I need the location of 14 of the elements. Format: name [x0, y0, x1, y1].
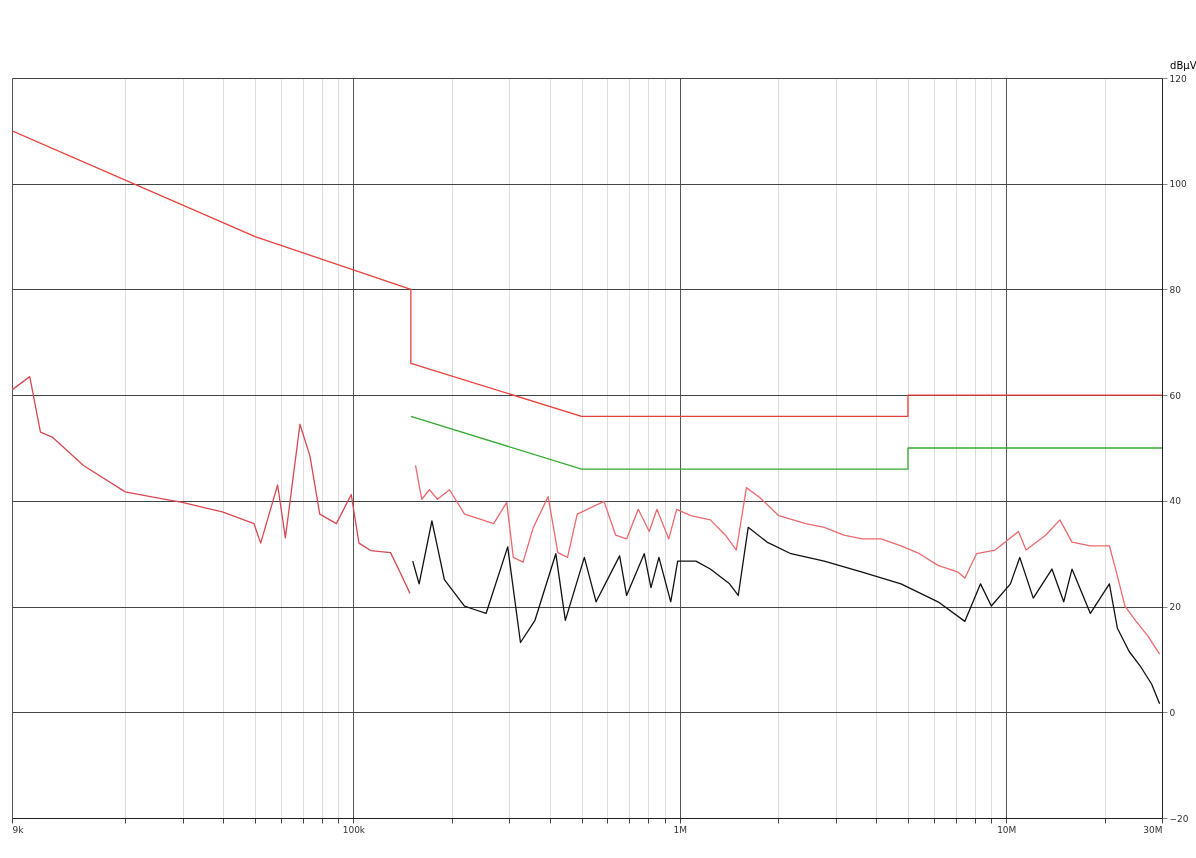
- y-tick-label: 100: [1169, 179, 1187, 190]
- x-tick-label: 1M: [673, 824, 688, 835]
- y-tick-label: 120: [1169, 73, 1187, 84]
- y-tick-label: 0: [1169, 707, 1176, 718]
- y-axis-title: dBµV: [1170, 59, 1196, 71]
- y-tick-label: 40: [1169, 496, 1182, 507]
- x-tick-label: 30M: [1143, 824, 1163, 835]
- y-tick-label: −20: [1169, 813, 1189, 824]
- y-tick-label: 20: [1169, 602, 1182, 613]
- x-tick-label: 9k: [12, 824, 25, 835]
- x-tick-label: 100k: [342, 824, 366, 835]
- y-tick-label: 80: [1169, 284, 1182, 295]
- y-tick-label: 60: [1169, 390, 1182, 401]
- x-tick-label: 10M: [997, 824, 1017, 835]
